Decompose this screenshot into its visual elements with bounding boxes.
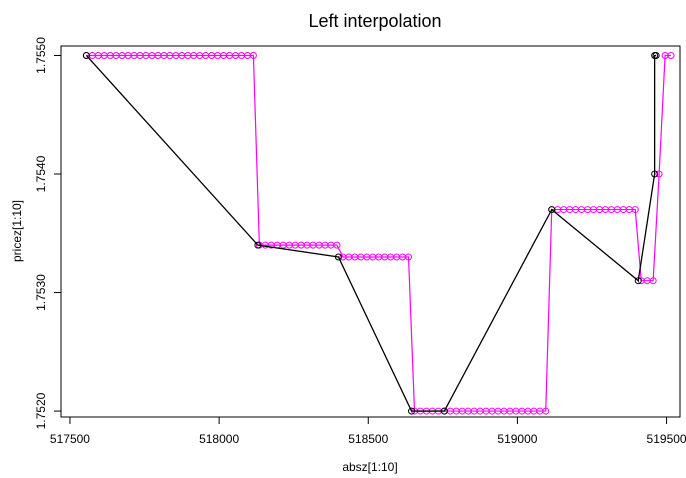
interpolated-point bbox=[405, 253, 413, 261]
interpolated-point bbox=[333, 241, 341, 249]
y-axis-label: pricez[1:10] bbox=[10, 200, 24, 262]
x-tick-label: 517500 bbox=[50, 432, 90, 446]
original-point bbox=[652, 51, 660, 59]
x-tick-label: 518000 bbox=[199, 432, 239, 446]
original-point bbox=[82, 51, 90, 59]
original-point bbox=[408, 407, 416, 415]
y-tick-label: 1.7540 bbox=[34, 155, 48, 192]
original-line bbox=[85, 54, 657, 412]
x-tick-label: 518500 bbox=[348, 432, 388, 446]
plot-frame bbox=[60, 45, 681, 418]
y-tick-label: 1.7530 bbox=[34, 274, 48, 311]
interpolated-point bbox=[542, 407, 550, 415]
interpolated-series bbox=[82, 51, 675, 415]
interpolated-line bbox=[86, 54, 672, 412]
y-tick-label: 1.7550 bbox=[34, 37, 48, 74]
y-tick-label: 1.7520 bbox=[34, 392, 48, 429]
y-axis: 1.7520 1.7530 1.7540 1.7550 bbox=[34, 37, 61, 429]
original-point bbox=[548, 206, 556, 214]
original-point bbox=[254, 241, 262, 249]
original-point bbox=[634, 277, 642, 285]
x-axis: 517500 518000 518500 519000 519500 bbox=[50, 417, 686, 446]
original-point bbox=[334, 253, 342, 261]
interpolated-point bbox=[649, 277, 657, 285]
original-series bbox=[82, 51, 660, 415]
chart-title: Left interpolation bbox=[308, 11, 441, 31]
original-point bbox=[440, 407, 448, 415]
original-point bbox=[651, 170, 659, 178]
interpolated-point bbox=[249, 51, 257, 59]
x-axis-label: absz[1:10] bbox=[342, 460, 397, 474]
x-tick-label: 519500 bbox=[647, 432, 686, 446]
interpolated-point bbox=[667, 51, 675, 59]
interpolated-point bbox=[655, 170, 663, 178]
interpolated-point bbox=[631, 206, 639, 214]
x-tick-label: 519000 bbox=[497, 432, 537, 446]
